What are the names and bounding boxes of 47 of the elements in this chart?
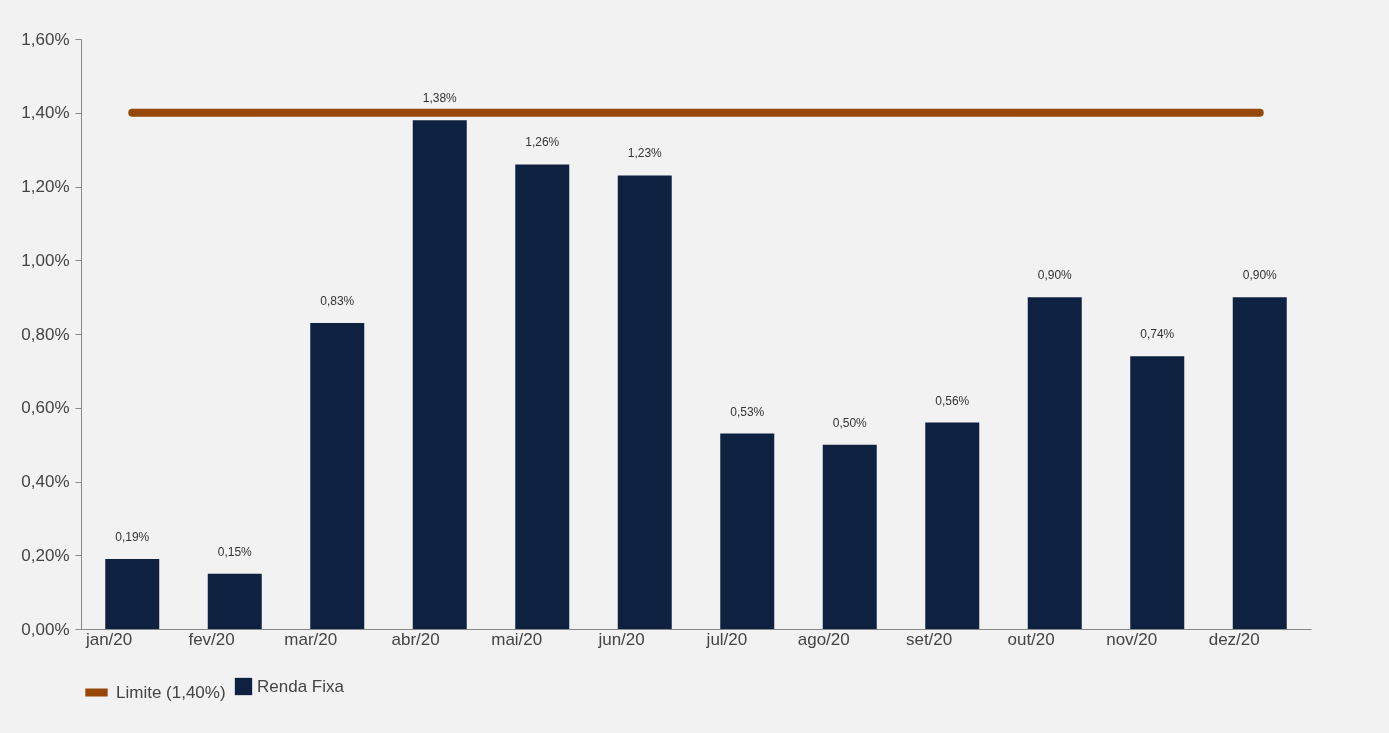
- x-tick-label: jul/20: [705, 629, 748, 649]
- x-tick-label: jun/20: [597, 629, 645, 649]
- data-label: 0,74%: [1140, 327, 1175, 342]
- bar: [617, 175, 672, 629]
- x-tick-label: fev/20: [188, 629, 235, 649]
- x-tick-label: set/20: [905, 629, 953, 649]
- data-label: 1,23%: [627, 146, 663, 161]
- bar: [925, 422, 980, 629]
- y-tick-label: 0,20%: [21, 545, 70, 565]
- data-label: 0,56%: [935, 393, 970, 408]
- bar: [1027, 297, 1082, 629]
- bar: [1232, 297, 1287, 629]
- data-label: 0,50%: [832, 415, 868, 430]
- data-label: 0,15%: [217, 544, 253, 559]
- x-tick-label: jan/20: [84, 629, 133, 649]
- x-tick-label: dez/20: [1208, 629, 1260, 649]
- x-tick-label: mar/20: [284, 629, 338, 649]
- bar: [822, 444, 877, 629]
- y-tick-label: 1,60%: [21, 29, 70, 49]
- data-label: 1,26%: [525, 135, 560, 150]
- data-label: 0,19%: [115, 529, 150, 544]
- data-label: 0,83%: [320, 293, 355, 308]
- y-tick-label: 0,60%: [21, 398, 70, 418]
- y-tick-label: 1,40%: [21, 103, 70, 123]
- y-tick-label: 0,00%: [21, 619, 70, 639]
- bar: [207, 573, 262, 629]
- x-tick-label: ago/20: [797, 629, 850, 649]
- y-tick-label: 0,40%: [21, 472, 70, 491]
- bar: [310, 322, 365, 629]
- legend-label: Renda Fixa: [257, 676, 345, 696]
- data-label: 0,53%: [730, 404, 765, 419]
- y-tick-label: 1,20%: [21, 177, 70, 196]
- data-label: 0,90%: [1242, 268, 1278, 283]
- x-tick-label: mai/20: [491, 629, 543, 649]
- bar: [105, 558, 160, 629]
- x-tick-label: nov/20: [1106, 629, 1158, 649]
- data-label: 0,90%: [1037, 268, 1073, 283]
- bar: [412, 120, 467, 629]
- bar: [720, 433, 775, 629]
- y-tick-label: 1,00%: [21, 250, 70, 270]
- x-tick-label: abr/20: [391, 629, 440, 649]
- data-label: 1,38%: [422, 91, 458, 106]
- y-tick-label: 0,80%: [21, 324, 70, 344]
- bar: [515, 164, 570, 629]
- x-tick-label: out/20: [1007, 629, 1055, 649]
- bar: [1130, 356, 1185, 629]
- legend-label: Limite (1,40%): [116, 682, 226, 702]
